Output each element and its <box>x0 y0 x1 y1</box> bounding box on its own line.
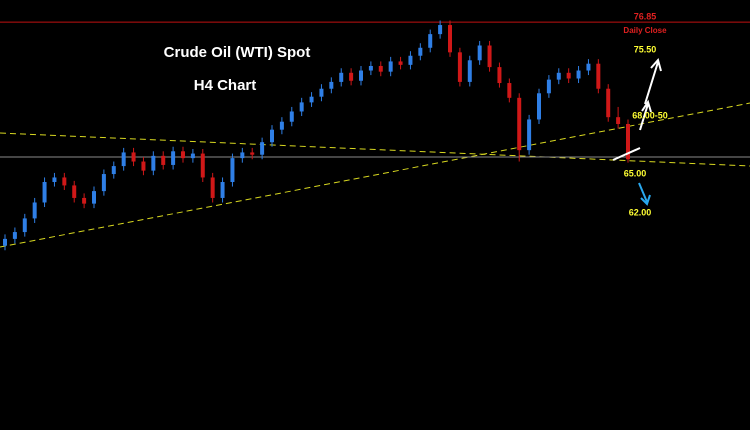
candle-body <box>457 52 462 82</box>
candle-body <box>190 153 195 159</box>
candle-body <box>12 232 17 239</box>
candle-body <box>398 61 403 65</box>
candle-body <box>32 202 37 219</box>
annotation: 62.00 <box>629 207 652 217</box>
candle-body <box>596 63 601 89</box>
candle-body <box>62 177 67 186</box>
candle-body <box>200 153 205 178</box>
candle-body <box>151 155 156 171</box>
candle-body <box>210 177 215 198</box>
candle-body <box>319 88 324 97</box>
candle-body <box>537 93 541 120</box>
candle-body <box>230 158 235 183</box>
candle-body <box>121 152 126 167</box>
candle-body <box>566 72 571 79</box>
arrow <box>639 99 652 131</box>
candle-body <box>309 96 314 103</box>
candle-body <box>576 70 581 79</box>
chart-title: Crude Oil (WTI) Spot <box>164 44 311 61</box>
candle-body <box>349 72 354 81</box>
candle-body <box>111 166 116 175</box>
candle-body <box>497 67 502 84</box>
candle-body <box>329 81 334 89</box>
candle-body <box>507 83 512 98</box>
candle-body <box>72 185 77 198</box>
candle-body <box>82 197 87 204</box>
arrow <box>612 147 641 161</box>
candle-body <box>556 72 561 80</box>
arrows <box>612 57 662 206</box>
candle-body <box>42 182 47 203</box>
candle-body <box>477 45 482 61</box>
candle-body <box>92 191 96 204</box>
candle-body <box>161 155 166 165</box>
annotation: Daily Close <box>623 26 667 35</box>
candle-body <box>586 63 591 71</box>
arrow <box>644 57 662 105</box>
candle-body <box>339 72 344 82</box>
annotation: 65.00 <box>624 168 647 178</box>
candles <box>3 20 630 251</box>
candle-body <box>378 65 383 72</box>
candle-body <box>220 182 225 198</box>
candle-body <box>438 25 443 35</box>
candle-body <box>131 152 136 162</box>
candle-body <box>141 161 146 171</box>
candle-body <box>487 45 492 68</box>
trendline <box>0 132 750 167</box>
candle-body <box>616 117 621 124</box>
annotation: 68.00-50 <box>632 110 668 120</box>
candle-body <box>359 70 363 81</box>
candle-body <box>171 151 176 165</box>
candle-body <box>418 47 423 56</box>
candle-body <box>299 102 304 112</box>
candle-body <box>467 60 472 82</box>
candle-body <box>626 123 630 160</box>
candle-body <box>240 152 245 159</box>
chart-subtitle: H4 Chart <box>194 77 257 94</box>
candle-body <box>22 218 27 233</box>
candle-body <box>527 119 532 151</box>
candle-body <box>408 55 413 65</box>
candle-body <box>388 61 393 72</box>
candle-body <box>448 25 452 53</box>
candle-body <box>101 174 106 192</box>
candle-body <box>606 88 611 118</box>
candle-body <box>270 129 274 143</box>
candle-body <box>260 142 265 155</box>
candle-body <box>279 121 284 130</box>
candle-body <box>428 34 433 48</box>
annotation: 76.85 <box>634 11 657 21</box>
candle-body <box>368 65 373 71</box>
candle-body <box>250 152 255 155</box>
candle-body <box>289 111 294 122</box>
candle-body <box>517 97 522 151</box>
candle-body <box>546 79 551 94</box>
candle-body <box>181 151 185 159</box>
annotation: 75.50 <box>634 44 657 54</box>
candle-body <box>3 238 7 246</box>
labels: 76.85 Daily Close 75.50 68.00-50 65.00 62.00 <box>623 11 667 217</box>
arrow <box>638 182 651 206</box>
candle-body <box>52 177 57 183</box>
trendline <box>0 102 750 248</box>
